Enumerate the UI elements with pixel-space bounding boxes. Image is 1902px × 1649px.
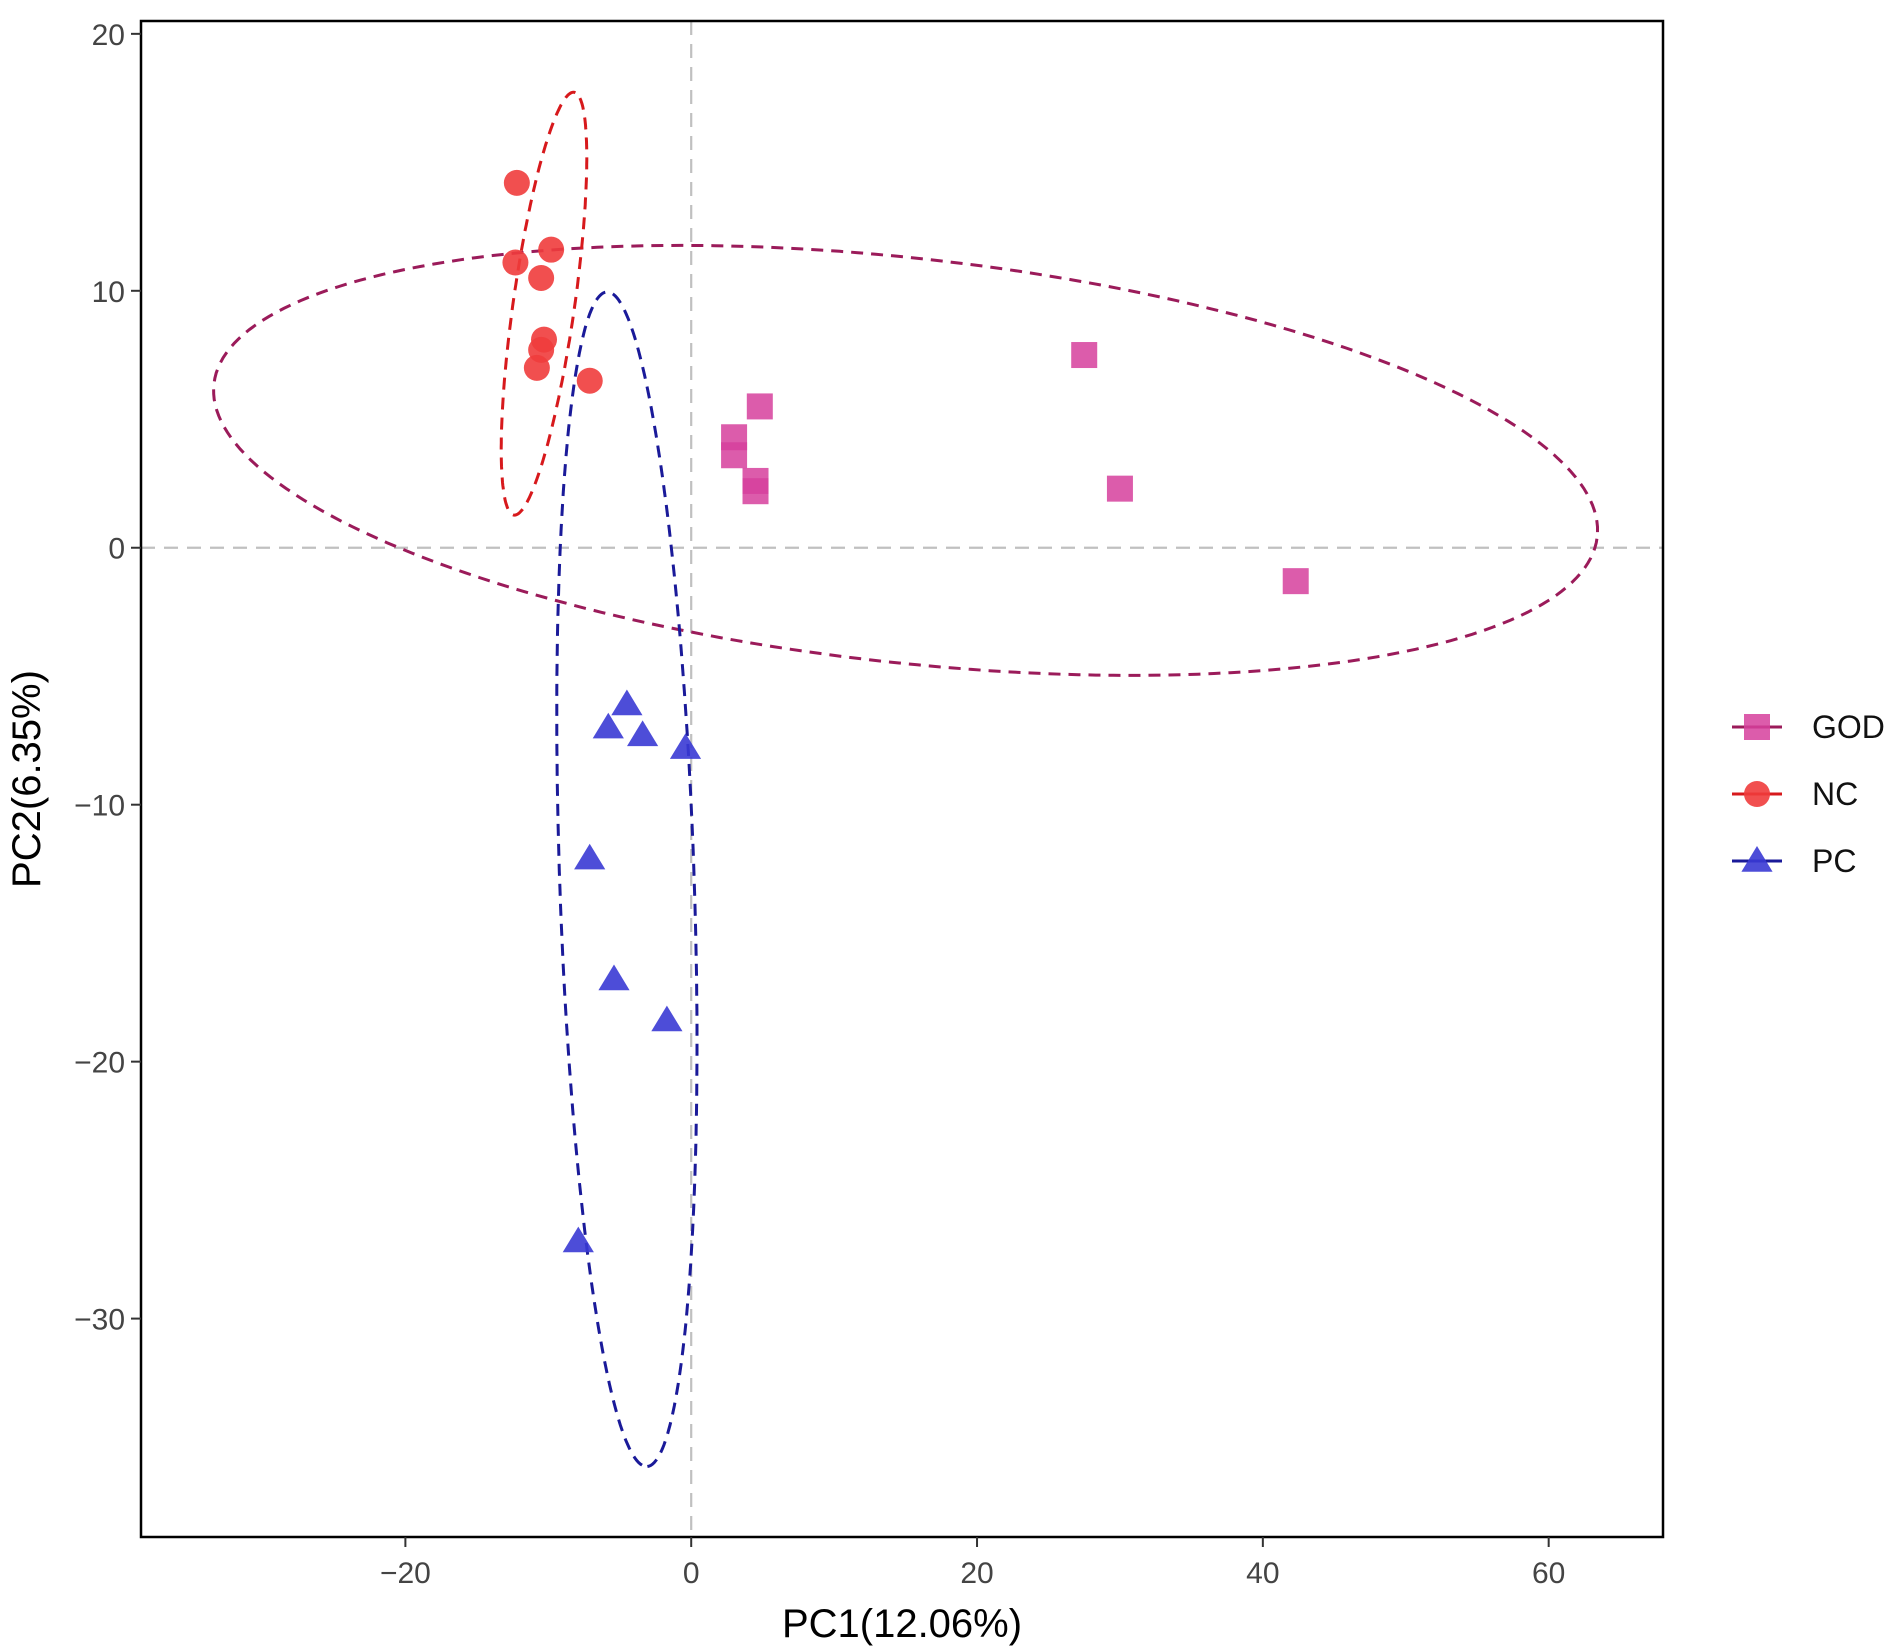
point-pc-8 xyxy=(562,1226,594,1253)
y-axis: 20 10 0 −10 −20 −30 xyxy=(74,19,141,1337)
x-tick-label: 60 xyxy=(1532,1557,1565,1590)
legend: GOD NC PC xyxy=(1732,709,1885,879)
y-axis-title: PC2(6.35%) xyxy=(5,670,49,888)
y-tick-label: −10 xyxy=(74,790,125,823)
point-pc-6 xyxy=(598,964,630,991)
point-nc-4 xyxy=(528,264,555,291)
point-nc-7 xyxy=(523,354,550,381)
legend-label-god: GOD xyxy=(1812,709,1885,745)
ellipse-nc xyxy=(499,90,589,517)
legend-marker-nc xyxy=(1744,781,1770,807)
point-pc-3 xyxy=(627,720,659,747)
reference-lines xyxy=(141,21,1663,1537)
y-tick-label: 10 xyxy=(92,276,125,309)
point-pc-1 xyxy=(611,689,643,716)
ellipse-pc xyxy=(555,290,699,1468)
point-god-1 xyxy=(1071,342,1098,369)
x-tick-label: −20 xyxy=(380,1557,431,1590)
y-tick-label: −20 xyxy=(74,1047,125,1080)
point-god-6 xyxy=(721,442,748,469)
data-points xyxy=(502,169,1309,1253)
confidence-ellipses xyxy=(212,90,1599,1468)
legend-label-pc: PC xyxy=(1812,843,1856,879)
point-god-2 xyxy=(1106,475,1133,502)
point-nc-2 xyxy=(502,249,529,276)
point-god-4 xyxy=(746,393,773,420)
x-axis-title: PC1(12.06%) xyxy=(782,1602,1022,1646)
y-tick-label: 20 xyxy=(92,19,125,52)
point-god-8 xyxy=(742,478,769,505)
point-nc-1 xyxy=(503,169,530,196)
point-nc-8 xyxy=(576,367,603,394)
legend-marker-pc xyxy=(1741,846,1773,872)
point-pc-4 xyxy=(669,733,702,759)
x-tick-label: 0 xyxy=(683,1557,700,1590)
x-tick-label: 40 xyxy=(1246,1557,1279,1590)
point-pc-7 xyxy=(651,1005,683,1032)
y-tick-label: 0 xyxy=(108,533,125,566)
x-axis: −20 0 20 40 60 xyxy=(380,1537,1565,1590)
legend-label-nc: NC xyxy=(1812,776,1858,812)
point-nc-3 xyxy=(538,236,565,263)
x-tick-label: 20 xyxy=(960,1557,993,1590)
plot-panel-border xyxy=(139,19,1665,1539)
point-pc-2 xyxy=(592,712,624,739)
point-pc-5 xyxy=(574,843,606,870)
y-tick-label: −30 xyxy=(74,1304,125,1337)
point-god-3 xyxy=(1282,568,1309,595)
legend-marker-god xyxy=(1744,714,1770,740)
